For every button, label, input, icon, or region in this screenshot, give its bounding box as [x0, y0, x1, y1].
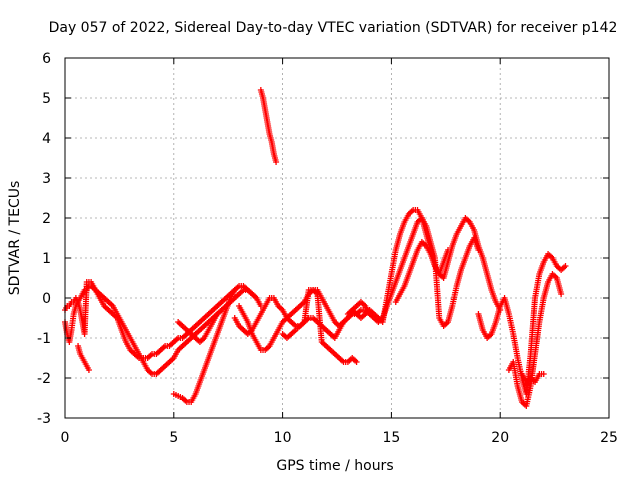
axis-ticks: 0 5 10 15 20 25 -3 -2 -1 0 1 2 3 4 5 6	[37, 51, 618, 446]
data-point-trace-c	[85, 367, 92, 373]
y-tick-label: 4	[42, 131, 51, 147]
data-point-trace-d	[231, 287, 238, 293]
y-tick-label: 3	[42, 171, 51, 187]
x-tick-label: 5	[169, 430, 178, 446]
x-tick-label: 25	[600, 430, 618, 446]
y-tick-label: 6	[42, 51, 51, 67]
data-point-trace-n	[558, 291, 565, 297]
data-point-trace-m	[562, 263, 569, 269]
x-tick-label: 0	[61, 430, 70, 446]
data-point-trace-i	[353, 359, 360, 365]
y-tick-label: 0	[42, 291, 51, 307]
y-tick-label: 2	[42, 211, 51, 227]
data-point-trace-b	[253, 295, 260, 301]
x-tick-label: 10	[274, 430, 292, 446]
x-tick-label: 20	[491, 430, 509, 446]
y-axis-label: SDTVAR / TECUs	[7, 181, 23, 296]
y-tick-label: 1	[42, 251, 51, 267]
data-point-trace-e	[214, 311, 221, 317]
data-point-trace-l	[444, 247, 451, 253]
y-tick-label: -1	[37, 331, 51, 347]
y-tick-label: -3	[37, 411, 51, 427]
chart-title: Day 057 of 2022, Sidereal Day-to-day VTE…	[49, 20, 618, 36]
data-point-trace-o	[540, 371, 547, 377]
data-point-trace-f	[273, 159, 280, 165]
x-tick-label: 15	[382, 430, 400, 446]
x-axis-label: GPS time / hours	[276, 458, 393, 474]
y-tick-label: 5	[42, 91, 51, 107]
plot-frame	[64, 57, 610, 419]
data-points	[62, 87, 569, 409]
data-point-trace-k	[475, 247, 482, 253]
y-tick-label: -2	[37, 371, 51, 387]
